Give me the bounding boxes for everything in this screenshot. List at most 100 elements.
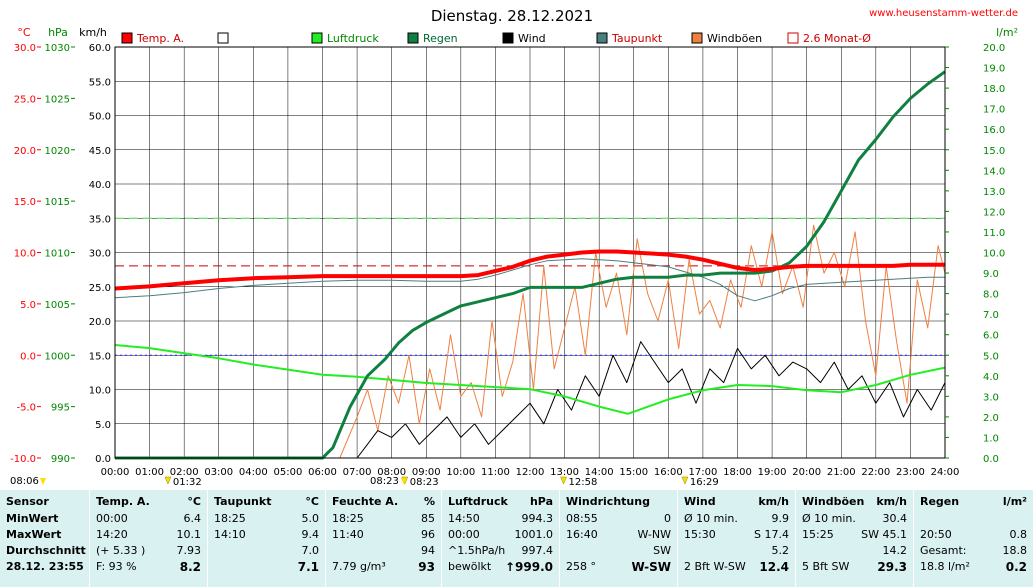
stats-unit-press: hPa bbox=[529, 495, 553, 508]
start-marker bbox=[40, 478, 46, 485]
x-tick-label: 17:00 bbox=[689, 467, 718, 478]
time-marker-label: 01:32 bbox=[173, 477, 202, 487]
stats-value-dew: 5.0 bbox=[301, 512, 320, 525]
site-url[interactable]: www.heusenstamm-wetter.de bbox=[869, 8, 1018, 19]
rain-tick-label: 11.0 bbox=[983, 228, 1005, 239]
time-marker-label: 08:23 bbox=[410, 477, 439, 487]
stats-time-hum: 18:25 bbox=[332, 512, 364, 525]
stats-value-rain: 0.2 bbox=[1005, 560, 1027, 574]
legend-swatch bbox=[596, 32, 608, 44]
series-group bbox=[114, 70, 946, 460]
x-tick-label: 00:00 bbox=[101, 467, 130, 478]
wind-tick-label: 10.0 bbox=[89, 386, 111, 397]
stats-time-press: bewölkt bbox=[448, 560, 492, 573]
stats-row-label: 28.12. 23:55 bbox=[6, 560, 84, 573]
stats-unit-wind: km/h bbox=[758, 495, 789, 508]
rain-tick-label: 5.0 bbox=[983, 351, 999, 362]
pressure-tick-label: 995 bbox=[51, 403, 70, 414]
time-marker-label: 16:29 bbox=[690, 477, 719, 487]
stats-header-dir: Windrichtung bbox=[566, 495, 650, 508]
rain-tick-label: 8.0 bbox=[983, 290, 999, 301]
wind-tick-label: 25.0 bbox=[89, 283, 111, 294]
x-tick-label: 16:00 bbox=[654, 467, 683, 478]
stats-table: Sensor MinWert MaxWert Durchschnitt 28.12. 2… bbox=[0, 490, 1034, 587]
series-luftdruck bbox=[114, 344, 946, 415]
stats-value-hum: 94 bbox=[421, 544, 435, 557]
legend-label: 2.6 Monat-Ø bbox=[803, 32, 871, 45]
rain-tick-label: 17.0 bbox=[983, 105, 1005, 116]
stats-col-temp: Temp. A. °C 00:00 6.4 14:20 10.1 (+ 5.33 ) 7.93… bbox=[90, 490, 208, 587]
stats-value-temp: 6.4 bbox=[183, 512, 202, 525]
stats-time-rain: Gesamt: bbox=[920, 544, 967, 557]
stats-unit-gust: km/h bbox=[876, 495, 907, 508]
temp-tick-label: 0.0 bbox=[20, 351, 36, 362]
time-markers: 01:32 08:23 12:58 16:29 bbox=[40, 476, 719, 487]
temp-tick-label: 15.0 bbox=[14, 197, 36, 208]
stats-row-label: MinWert bbox=[6, 512, 59, 525]
rain-tick-label: 10.0 bbox=[983, 249, 1005, 260]
legend-label: Windböen bbox=[707, 32, 762, 45]
stats-time-wind: 15:30 bbox=[684, 528, 716, 541]
time-marker bbox=[560, 476, 567, 485]
stats-value-dew: 7.1 bbox=[297, 560, 319, 574]
stats-col-sensor: Sensor MinWert MaxWert Durchschnitt 28.12. 2… bbox=[0, 490, 90, 587]
legend-label: Temp. A. bbox=[136, 32, 184, 45]
series-wind bbox=[115, 341, 946, 459]
stats-value-dir: SW bbox=[653, 544, 671, 557]
temp-tick-label: -5.0 bbox=[16, 403, 36, 414]
x-tick-label: 06:00 bbox=[308, 467, 337, 478]
stats-value-gust: 29.3 bbox=[877, 560, 907, 574]
wind-tick-label: 5.0 bbox=[95, 420, 111, 431]
pressure-tick-label: 1000 bbox=[45, 351, 70, 362]
stats-col-dew: Taupunkt °C 18:25 5.0 14:10 9.4 7.0 7.1 bbox=[208, 490, 326, 587]
x-tick-label: 10:00 bbox=[446, 467, 475, 478]
stats-time-dir: 08:55 bbox=[566, 512, 598, 525]
stats-time-dir: 258 ° bbox=[566, 560, 596, 573]
stats-header-sensor: Sensor bbox=[6, 495, 49, 508]
stats-time-hum: 11:40 bbox=[332, 528, 364, 541]
rain-tick-label: 1.0 bbox=[983, 433, 999, 444]
pressure-tick-label: 1010 bbox=[45, 249, 70, 260]
stats-col-gust: Windböen km/h Ø 10 min. 30.4 15:25 SW 45.1 14.… bbox=[796, 490, 914, 587]
temp-tick-label: 20.0 bbox=[14, 146, 36, 157]
rain-tick-label: 7.0 bbox=[983, 310, 999, 321]
stats-header-gust: Windböen bbox=[802, 495, 865, 508]
series-regen bbox=[115, 70, 946, 460]
rain-tick-label: 19.0 bbox=[983, 64, 1005, 75]
pressure-tick-label: 1030 bbox=[45, 43, 70, 54]
stats-header-rain: Regen bbox=[920, 495, 960, 508]
rain-tick-label: 4.0 bbox=[983, 372, 999, 383]
series-taupunkt bbox=[114, 258, 945, 302]
wind-tick-label: 35.0 bbox=[89, 214, 111, 225]
stats-unit-temp: °C bbox=[187, 495, 201, 508]
rain-tick-label: 14.0 bbox=[983, 166, 1005, 177]
x-tick-label: 01:00 bbox=[135, 467, 164, 478]
wind-tick-label: 20.0 bbox=[89, 317, 111, 328]
stats-time-dew: 14:10 bbox=[214, 528, 246, 541]
wind-tick-label: 15.0 bbox=[89, 351, 111, 362]
stats-unit-rain: l/m² bbox=[1002, 495, 1027, 508]
wind-tick-label: 40.0 bbox=[89, 180, 111, 191]
stats-value-dir: W-NW bbox=[637, 528, 671, 541]
rain-tick-label: 6.0 bbox=[983, 331, 999, 342]
unit-rain: l/m² bbox=[996, 26, 1018, 39]
stats-value-wind: 9.9 bbox=[771, 512, 790, 525]
unit-pressure: hPa bbox=[48, 26, 68, 39]
stats-time-dir: 16:40 bbox=[566, 528, 598, 541]
legend-swatch bbox=[407, 32, 419, 44]
x-tick-label: 14:00 bbox=[585, 467, 614, 478]
stats-row-label: Durchschnitt bbox=[6, 544, 86, 557]
temp-tick-label: 5.0 bbox=[20, 300, 36, 311]
stats-value-wind: 12.4 bbox=[759, 560, 789, 574]
stats-header-hum: Feuchte A. bbox=[332, 495, 399, 508]
x-tick-label: 18:00 bbox=[723, 467, 752, 478]
stats-value-wind: 5.2 bbox=[771, 544, 790, 557]
time-start: 08:06 bbox=[10, 476, 39, 487]
wind-tick-label: 50.0 bbox=[89, 112, 111, 123]
stats-time-press: ^1.5hPa/h bbox=[448, 544, 506, 557]
unit-wind: km/h bbox=[79, 26, 107, 39]
stats-time-rain: 18.8 l/m² bbox=[920, 560, 970, 573]
stats-time-temp: 00:00 bbox=[96, 512, 128, 525]
wind-tick-label: 55.0 bbox=[89, 77, 111, 88]
stats-time-gust: Ø 10 min. bbox=[802, 512, 856, 525]
